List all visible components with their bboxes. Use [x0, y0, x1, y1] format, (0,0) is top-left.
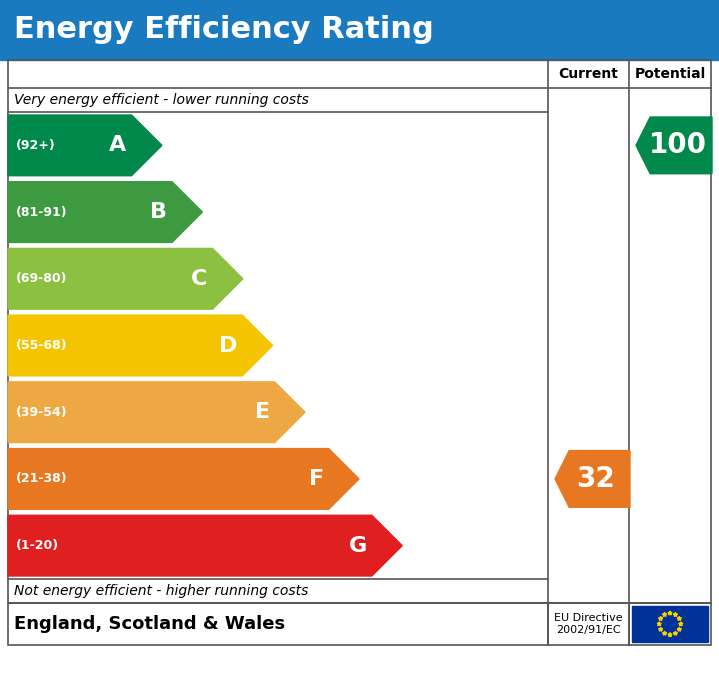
- Bar: [8, 60, 711, 603]
- Polygon shape: [659, 616, 663, 620]
- Polygon shape: [8, 115, 162, 176]
- Text: 100: 100: [649, 132, 707, 159]
- Polygon shape: [657, 622, 661, 626]
- Polygon shape: [8, 248, 243, 309]
- Polygon shape: [8, 515, 402, 576]
- Polygon shape: [679, 622, 683, 626]
- Text: (81-91): (81-91): [16, 206, 68, 219]
- Polygon shape: [8, 382, 305, 443]
- Text: C: C: [191, 269, 208, 289]
- Text: Potential: Potential: [634, 67, 705, 81]
- Text: (55-68): (55-68): [16, 339, 68, 352]
- Polygon shape: [673, 612, 677, 616]
- Polygon shape: [673, 631, 677, 635]
- Polygon shape: [662, 631, 667, 635]
- Polygon shape: [668, 632, 672, 637]
- Polygon shape: [668, 611, 672, 615]
- Text: (21-38): (21-38): [16, 472, 68, 485]
- Text: Current: Current: [559, 67, 618, 81]
- Text: E: E: [255, 402, 270, 423]
- Text: A: A: [109, 136, 127, 155]
- Polygon shape: [662, 612, 667, 616]
- Bar: [0, 0, 719, 60]
- Bar: [632, 606, 708, 642]
- Text: Not energy efficient - higher running costs: Not energy efficient - higher running co…: [14, 584, 308, 598]
- Text: G: G: [349, 536, 367, 556]
- Polygon shape: [659, 627, 663, 631]
- Text: D: D: [219, 335, 237, 356]
- Text: England, Scotland & Wales: England, Scotland & Wales: [14, 615, 285, 633]
- Text: Very energy efficient - lower running costs: Very energy efficient - lower running co…: [14, 93, 309, 107]
- Text: EU Directive
2002/91/EC: EU Directive 2002/91/EC: [554, 613, 623, 634]
- Text: (69-80): (69-80): [16, 272, 68, 286]
- Text: (92+): (92+): [16, 139, 56, 152]
- Polygon shape: [8, 449, 359, 509]
- Polygon shape: [677, 616, 682, 620]
- Polygon shape: [8, 315, 273, 376]
- Text: B: B: [150, 202, 167, 222]
- Text: 32: 32: [577, 465, 615, 493]
- Text: (1-20): (1-20): [16, 539, 59, 552]
- Bar: [8, 603, 711, 645]
- Text: Energy Efficiency Rating: Energy Efficiency Rating: [14, 16, 434, 45]
- Text: (39-54): (39-54): [16, 406, 68, 418]
- Polygon shape: [555, 451, 630, 508]
- Text: F: F: [308, 469, 324, 489]
- Polygon shape: [677, 627, 682, 631]
- Polygon shape: [636, 117, 712, 173]
- Polygon shape: [8, 182, 203, 242]
